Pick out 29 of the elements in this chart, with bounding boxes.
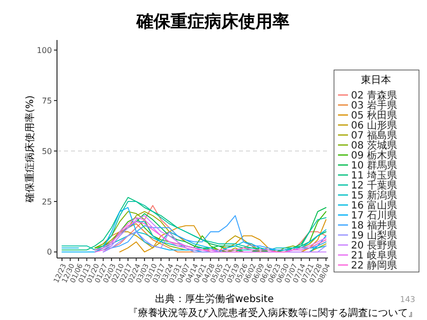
legend-label: 12 千葉県 bbox=[351, 180, 397, 192]
y-tick-label: 100 bbox=[36, 46, 52, 55]
legend-label: 17 石川県 bbox=[351, 210, 397, 222]
chart-title: 確保重症病床使用率 bbox=[136, 12, 290, 32]
legend-label: 10 群馬県 bbox=[351, 160, 397, 172]
text: 143 bbox=[400, 295, 416, 304]
legend-label: 03 岩手県 bbox=[351, 100, 397, 112]
legend-label: 05 秋田県 bbox=[351, 110, 397, 122]
y-tick-label: 75 bbox=[42, 96, 52, 106]
legend-label: 06 山形県 bbox=[351, 120, 397, 132]
text: 『療養状況等及び入院患者受入病床数等に関する調査について』 bbox=[128, 307, 418, 319]
legend-label: 15 新潟県 bbox=[351, 190, 397, 202]
y-tick-label: 0 bbox=[46, 248, 52, 257]
y-tick-label: 50 bbox=[42, 146, 52, 156]
source-note: 出典：厚生労働省website bbox=[155, 293, 274, 305]
legend-label: 21 岐阜県 bbox=[351, 250, 397, 262]
y-axis-title: 確保重症病床使用率(%) bbox=[24, 95, 36, 204]
legend-title: 東日本 bbox=[361, 74, 391, 86]
legend-label: 11 埼玉県 bbox=[351, 170, 397, 182]
legend-label: 18 福井県 bbox=[351, 220, 397, 232]
legend-label: 07 福島県 bbox=[351, 130, 397, 142]
legend-label: 08 茨城県 bbox=[351, 140, 397, 152]
legend-label: 22 静岡県 bbox=[351, 260, 397, 272]
legend-label: 20 長野県 bbox=[351, 240, 397, 252]
legend-label: 09 栃木県 bbox=[351, 150, 397, 162]
y-tick-label: 25 bbox=[42, 197, 52, 206]
legend-label: 16 富山県 bbox=[351, 200, 397, 212]
legend-label: 19 山梨県 bbox=[351, 230, 397, 242]
legend-label: 02 青森県 bbox=[351, 90, 397, 102]
